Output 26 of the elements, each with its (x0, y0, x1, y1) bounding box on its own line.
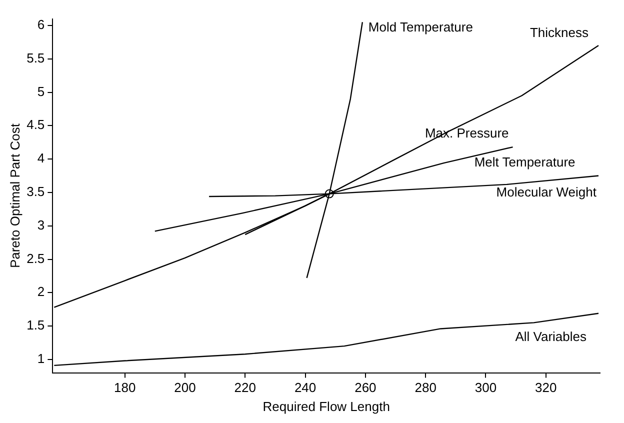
x-tick-label: 280 (414, 380, 436, 396)
y-tick-label: 4.5 (26, 117, 45, 132)
x-tick-label: 220 (234, 380, 256, 396)
annotation: Mold Temperature (368, 20, 473, 35)
y-tick-label: 2 (37, 284, 45, 300)
x-tick-label: 320 (535, 380, 557, 396)
y-tick-label: 1 (37, 351, 45, 366)
x-tick-label: 260 (354, 380, 376, 396)
y-tick-label: 5 (37, 84, 45, 99)
y-tick-label: 5.5 (26, 50, 45, 66)
y-tick-label: 2.5 (26, 250, 45, 266)
y-tick-label: 3 (37, 217, 45, 232)
y-tick-label: 3.5 (26, 184, 45, 200)
annotation: All Variables (515, 328, 587, 344)
y-axis-title: Pareto Optimal Part Cost (7, 123, 22, 268)
x-tick-label: 300 (474, 380, 497, 396)
x-axis-title: Required Flow Length (262, 398, 390, 414)
x-tick-label: 180 (114, 380, 136, 396)
x-tick-label: 200 (174, 380, 196, 396)
y-tick-label: 1.5 (26, 318, 45, 333)
y-tick-label: 4 (37, 150, 45, 166)
x-tick-label: 240 (294, 380, 316, 396)
annotation: Thickness (530, 25, 589, 40)
annotation: Molecular Weight (496, 184, 597, 200)
annotation: Melt Temperature (474, 154, 576, 170)
y-tick-label: 6 (37, 17, 45, 32)
